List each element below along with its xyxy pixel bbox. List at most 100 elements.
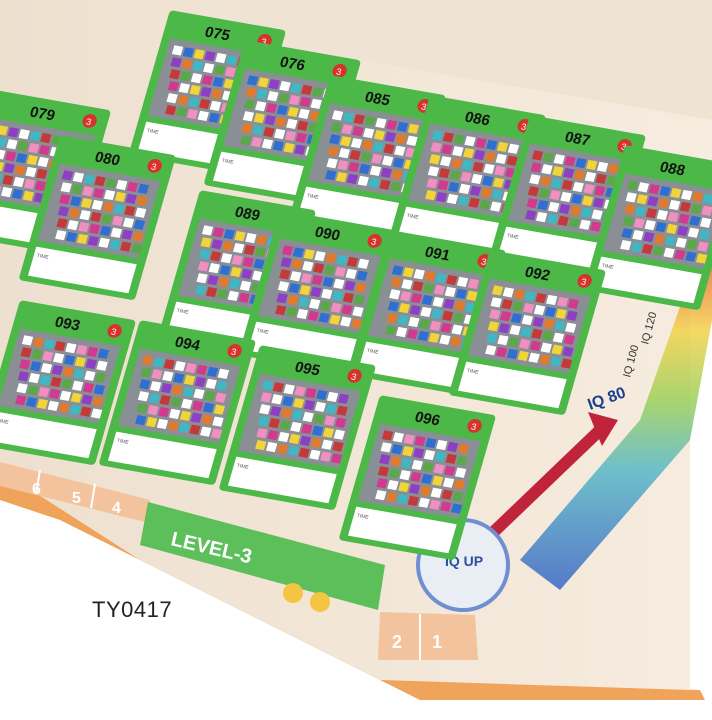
difficulty-badge: [227, 344, 242, 358]
difficulty-value: 3: [260, 37, 268, 48]
puzzle-peg: [278, 92, 290, 104]
puzzle-peg: [65, 342, 77, 354]
puzzle-peg: [325, 252, 337, 264]
puzzle-peg: [498, 323, 510, 334]
puzzle-peg: [398, 303, 410, 314]
puzzle-peg: [43, 339, 55, 350]
puzzle-peg: [63, 354, 76, 366]
puzzle-peg: [357, 175, 369, 187]
difficulty-value: 3: [230, 347, 238, 358]
puzzle-peg: [645, 208, 658, 219]
smiley-icon: [310, 592, 330, 612]
puzzle-peg: [439, 334, 451, 345]
puzzle-peg: [244, 99, 256, 110]
puzzle-peg: [336, 254, 348, 266]
puzzle-peg: [289, 271, 302, 282]
puzzle-peg: [256, 428, 268, 439]
puzzle-peg: [386, 313, 398, 324]
puzzle-peg: [387, 301, 400, 312]
puzzle-peg: [156, 418, 169, 430]
record-form-label: TIME: [221, 158, 235, 166]
puzzle-peg: [496, 141, 509, 153]
puzzle-peg: [372, 141, 384, 153]
puzzle-peg: [218, 276, 230, 288]
puzzle-peg: [82, 382, 95, 393]
puzzle-peg: [521, 314, 534, 326]
puzzle-peg: [381, 155, 394, 166]
puzzle-peg: [520, 326, 532, 338]
puzzle-peg: [391, 444, 403, 455]
puzzle-peg: [82, 186, 94, 197]
card-number: 090: [313, 224, 342, 245]
puzzle-peg: [246, 75, 259, 86]
puzzle-peg: [290, 82, 302, 94]
puzzle-peg: [339, 136, 352, 147]
puzzle-peg: [71, 184, 83, 195]
puzzle-peg: [513, 289, 525, 300]
puzzle-peg: [452, 312, 465, 323]
puzzle-peg: [464, 136, 476, 147]
puzzle-peg: [463, 147, 475, 159]
puzzle-peg: [193, 388, 205, 399]
puzzle-peg: [310, 286, 322, 298]
puzzle-peg: [61, 170, 74, 181]
puzzle-peg: [151, 369, 163, 380]
puzzle-peg: [457, 443, 470, 454]
puzzle-peg: [26, 154, 39, 166]
puzzle-peg: [208, 263, 220, 274]
puzzle-peg: [196, 364, 208, 376]
puzzle-peg: [702, 193, 712, 204]
puzzle-peg: [85, 358, 97, 369]
puzzle-peg: [159, 394, 171, 406]
puzzle-peg: [389, 289, 401, 300]
puzzle-peg: [80, 198, 93, 209]
card-number: 094: [173, 334, 203, 355]
puzzle-peg: [342, 112, 355, 123]
puzzle-peg: [526, 198, 538, 209]
puzzle-peg: [497, 334, 509, 346]
puzzle-peg: [285, 306, 298, 318]
record-form: [227, 456, 337, 504]
puzzle-peg: [375, 117, 387, 129]
puzzle-peg: [28, 142, 40, 154]
difficulty-badge: [347, 369, 362, 383]
puzzle-peg: [21, 335, 34, 346]
puzzle-peg: [318, 312, 330, 323]
puzzle-peg: [701, 205, 712, 216]
puzzle-peg: [67, 219, 79, 231]
puzzle-peg: [517, 350, 529, 362]
puzzle-peg: [697, 241, 709, 252]
puzzle-peg: [141, 355, 154, 366]
puzzle-peg: [158, 406, 170, 418]
puzzle-peg: [580, 207, 592, 218]
puzzle-peg: [410, 471, 422, 483]
puzzle-peg: [284, 130, 297, 141]
puzzle-peg: [223, 229, 235, 240]
puzzle-peg: [0, 186, 13, 198]
puzzle-peg: [430, 487, 442, 498]
puzzle-peg: [137, 391, 150, 402]
puzzle-peg: [299, 284, 311, 296]
puzzle-peg: [595, 173, 607, 184]
puzzle-peg: [102, 201, 114, 213]
puzzle-peg: [139, 379, 151, 390]
puzzle-peg: [653, 233, 666, 245]
puzzle-peg: [226, 54, 238, 66]
puzzle-peg: [90, 408, 103, 419]
puzzle-peg: [510, 313, 523, 324]
puzzle-peg: [531, 328, 543, 340]
puzzle-peg: [27, 384, 39, 396]
puzzle-peg: [178, 422, 190, 433]
puzzle-peg: [55, 230, 67, 241]
puzzle-peg: [29, 361, 42, 372]
puzzle-peg: [268, 418, 280, 429]
puzzle-peg: [219, 264, 231, 276]
puzzle-peg: [690, 203, 702, 214]
puzzle-peg: [255, 440, 267, 451]
puzzle-peg: [280, 257, 292, 268]
puzzle-peg: [83, 174, 95, 185]
puzzle-peg: [395, 133, 407, 144]
record-form: [107, 431, 217, 479]
puzzle-peg: [325, 403, 337, 414]
puzzle-peg: [59, 390, 72, 401]
